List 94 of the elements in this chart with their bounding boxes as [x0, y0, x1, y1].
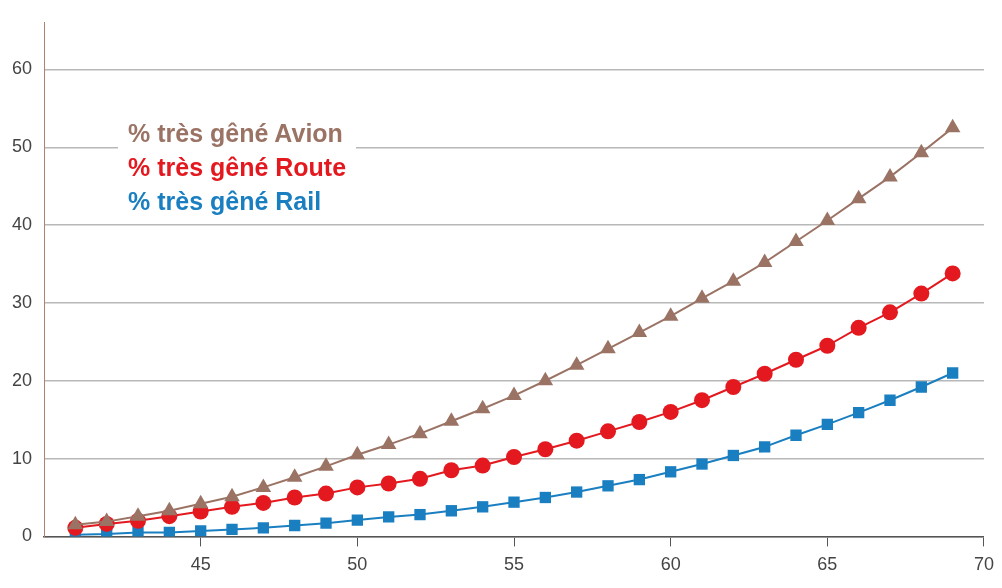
- point: [568, 432, 585, 449]
- point: [380, 435, 397, 450]
- y-tick-label: 60: [11, 58, 33, 79]
- point: [853, 407, 865, 419]
- point: [631, 323, 648, 338]
- point: [508, 496, 520, 508]
- point: [195, 525, 207, 537]
- point: [289, 519, 301, 532]
- point: [192, 494, 209, 509]
- point: [443, 412, 460, 426]
- point: [351, 514, 363, 526]
- point: [224, 487, 240, 502]
- point: [383, 511, 395, 523]
- point: [947, 367, 959, 379]
- point: [600, 339, 616, 354]
- point: [665, 466, 677, 478]
- point: [474, 457, 491, 474]
- point: [913, 143, 930, 158]
- point: [67, 515, 84, 530]
- point: [380, 475, 397, 492]
- point: [662, 403, 679, 420]
- point: [819, 211, 836, 225]
- point: [600, 423, 616, 440]
- y-tick-label: 40: [11, 214, 33, 235]
- point: [257, 522, 269, 534]
- point: [821, 418, 833, 430]
- point: [944, 265, 961, 282]
- y-tick-label: 10: [11, 447, 33, 468]
- point: [788, 232, 804, 246]
- point: [727, 449, 739, 462]
- point: [725, 272, 742, 286]
- x-tick-label: 60: [660, 554, 681, 575]
- point: [506, 449, 523, 466]
- point: [349, 445, 366, 460]
- point: [850, 189, 867, 204]
- text: % très gêné Route: [128, 152, 347, 183]
- point: [412, 470, 429, 487]
- point: [539, 491, 551, 504]
- point: [759, 441, 771, 453]
- point: [474, 399, 491, 414]
- point: [631, 414, 648, 431]
- point: [725, 378, 742, 395]
- point: [318, 485, 335, 502]
- point: [443, 462, 460, 479]
- point: [255, 494, 272, 511]
- point: [320, 517, 332, 529]
- point: [414, 508, 426, 521]
- point: [130, 507, 146, 521]
- text: % très gêné Rail: [128, 186, 323, 217]
- point: [694, 392, 710, 409]
- point: [884, 394, 896, 406]
- point: [756, 253, 773, 267]
- point: [913, 285, 930, 302]
- point: [571, 486, 583, 498]
- point: [915, 381, 927, 393]
- point: [226, 523, 238, 536]
- y-tick-label: 30: [11, 291, 33, 312]
- x-tick-label: 50: [347, 554, 368, 575]
- point: [286, 489, 303, 506]
- point: [506, 386, 522, 401]
- x-tick-label: 55: [503, 554, 525, 575]
- point: [694, 289, 710, 303]
- point: [944, 118, 961, 133]
- point: [537, 371, 554, 386]
- point: [286, 468, 303, 482]
- point: [790, 429, 802, 441]
- point: [633, 473, 645, 486]
- point: [537, 441, 554, 458]
- point: [318, 457, 334, 471]
- text: % très gêné Avion: [128, 118, 344, 149]
- point: [882, 167, 898, 182]
- x-tick-label: 45: [190, 554, 211, 575]
- point: [568, 356, 585, 370]
- point: [602, 480, 614, 492]
- x-tick-label: 65: [817, 554, 838, 575]
- point: [98, 512, 115, 527]
- point: [756, 365, 773, 382]
- point: [161, 501, 178, 516]
- point: [349, 479, 366, 496]
- y-tick-label: 20: [11, 369, 33, 390]
- x-tick-label: 70: [973, 554, 994, 575]
- point: [445, 505, 457, 517]
- point: [662, 307, 679, 321]
- point: [881, 304, 898, 321]
- point: [255, 478, 272, 492]
- point: [850, 319, 867, 336]
- y-tick-label: 50: [11, 136, 33, 157]
- point: [412, 424, 428, 439]
- point: [696, 458, 708, 470]
- point: [819, 337, 836, 354]
- point: [163, 526, 176, 537]
- point: [788, 351, 804, 368]
- point: [477, 501, 489, 513]
- y-tick-label: 0: [22, 525, 33, 546]
